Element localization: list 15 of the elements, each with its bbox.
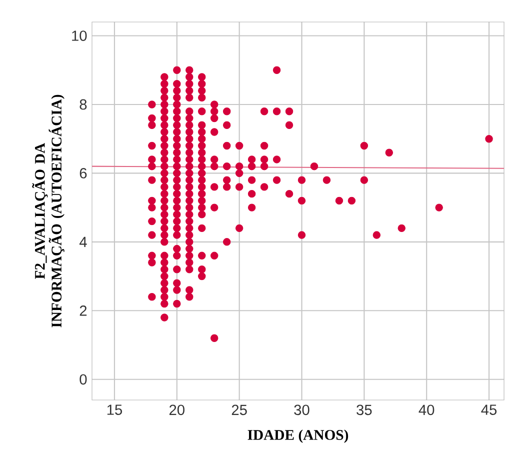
x-tick-label: 45	[481, 404, 497, 415]
y-tick-label: 4	[79, 236, 87, 247]
y-tick-label: 8	[80, 99, 87, 110]
x-tick-label: 40	[418, 404, 434, 416]
y-tick-label: 6	[80, 168, 87, 178]
y-tick-label: 10	[72, 30, 87, 41]
x-tick-label: 30	[294, 404, 310, 416]
y-axis-title: F2_AVALIAÇÃO DA INFORMAÇÃO (AUTOEFICÁCIA)	[32, 94, 64, 328]
x-tick-label: 20	[169, 404, 184, 416]
y-tick-label: 0	[80, 374, 87, 385]
x-axis-title: IDADE (ANOS)	[248, 430, 348, 443]
x-tick-label: 15	[107, 404, 122, 415]
y-tick-label: 2	[80, 306, 87, 316]
x-tick-label: 25	[232, 404, 247, 416]
x-tick-label: 35	[356, 404, 372, 416]
